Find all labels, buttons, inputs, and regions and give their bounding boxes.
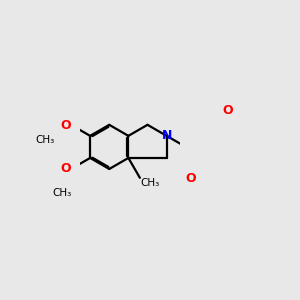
Text: O: O	[61, 119, 71, 132]
Text: O: O	[223, 104, 233, 117]
Text: O: O	[61, 162, 71, 175]
Text: CH₃: CH₃	[52, 188, 71, 198]
Text: O: O	[185, 172, 196, 185]
Text: N: N	[162, 129, 172, 142]
Text: CH₃: CH₃	[36, 135, 55, 146]
Text: CH₃: CH₃	[140, 178, 159, 188]
